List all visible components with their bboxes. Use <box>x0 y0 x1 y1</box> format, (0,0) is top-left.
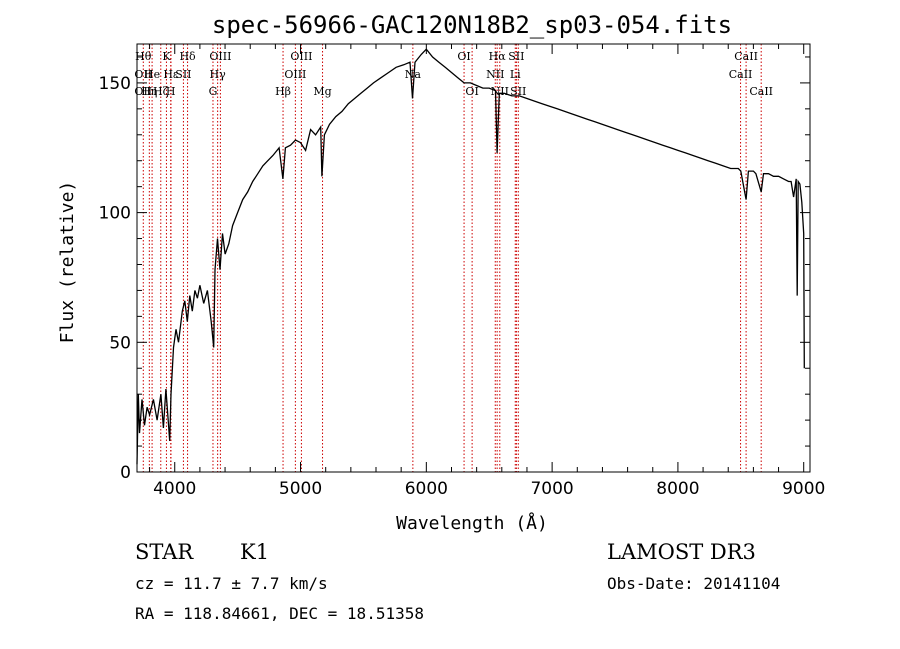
x-axis-label: Wavelength (Å) <box>396 512 548 534</box>
x-tick-label: 6000 <box>405 479 448 499</box>
line-label: G <box>209 85 218 98</box>
line-label: OII <box>134 85 152 98</box>
line-label: CaII <box>749 85 773 98</box>
line-label: He <box>144 68 160 81</box>
survey-name: LAMOST DR3 <box>607 540 756 564</box>
y-tick-label: 0 <box>120 463 131 483</box>
line-label: Li <box>510 68 521 81</box>
redshift-velocity: cz = 11.7 ± 7.7 km/s <box>135 574 328 593</box>
line-label: H <box>166 85 176 98</box>
spectrum-line <box>136 48 805 465</box>
coordinates: RA = 118.84661, DEC = 18.51358 <box>135 604 424 623</box>
line-label: K <box>162 50 171 63</box>
x-tick-label: 7000 <box>530 479 573 499</box>
plot-frame <box>136 43 811 473</box>
line-label: NII <box>486 68 504 81</box>
line-label: Hγ <box>210 68 227 81</box>
line-label: OI <box>457 50 470 63</box>
line-label: OIII <box>290 50 312 63</box>
line-label: Na <box>405 68 422 81</box>
y-axis-label: Flux (relative) <box>57 181 78 344</box>
x-tick-label: 8000 <box>656 479 699 499</box>
object-subclass: K1 <box>240 540 270 564</box>
line-label: Mg <box>313 85 331 98</box>
y-tick-label: 150 <box>99 74 131 94</box>
line-label: OIII <box>209 50 231 63</box>
y-tick-label: 50 <box>109 333 131 353</box>
line-label: OII <box>134 68 152 81</box>
x-tick-label: 5000 <box>279 479 322 499</box>
line-label: Hβ <box>275 85 291 98</box>
line-label: Hζ <box>153 85 169 98</box>
chart-title: spec-56966-GAC120N18B2_sp03-054.fits <box>212 11 732 39</box>
line-label: OI <box>465 85 478 98</box>
observation-date: Obs-Date: 20141104 <box>607 574 781 593</box>
object-class: STAR <box>135 540 194 564</box>
line-label: CaII <box>729 68 753 81</box>
line-label: SII <box>508 50 524 63</box>
line-label: Hε <box>163 68 179 81</box>
spectral-line-markers <box>142 44 762 472</box>
x-tick-label: 4000 <box>153 479 196 499</box>
line-label: Hδ <box>179 50 196 63</box>
y-tick-label: 100 <box>99 204 131 224</box>
x-tick-label: 9000 <box>782 479 825 499</box>
line-label: Hα <box>489 50 507 63</box>
y-axis: 0 50 100 150 <box>99 56 810 483</box>
x-axis: 4000 5000 6000 7000 8000 9000 <box>149 44 825 499</box>
spectral-line-labels: HθOIIOIIHηHeHζKHHεSIIHδGHγOIIIHβOIIIOIII… <box>134 50 773 98</box>
line-label: SII <box>510 85 526 98</box>
line-label: Hη <box>141 85 157 98</box>
line-label: CaII <box>734 50 758 63</box>
line-label: OIII <box>284 68 306 81</box>
line-label: Hθ <box>135 50 152 63</box>
line-label: SII <box>175 68 191 81</box>
